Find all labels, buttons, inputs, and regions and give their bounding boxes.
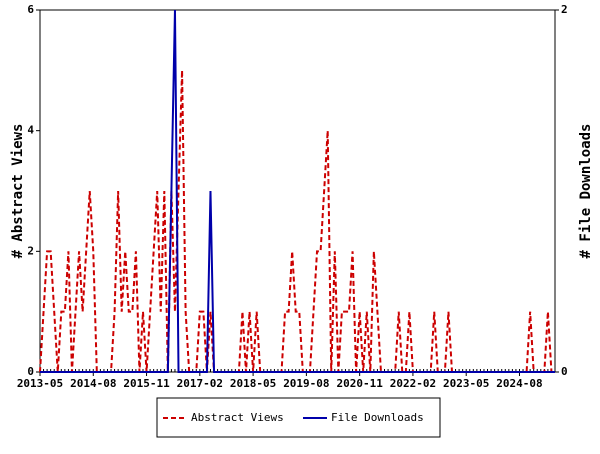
- series-line: [39, 70, 555, 373]
- legend-box: [156, 397, 441, 438]
- x-tick-label: 2024-08: [496, 377, 542, 390]
- x-tick-label: 2015-11: [123, 377, 170, 390]
- y2-tick-label: 2: [561, 3, 568, 16]
- x-tick-label: 2013-05: [17, 377, 63, 390]
- legend-label: Abstract Views: [191, 411, 284, 424]
- x-tick-label: 2019-08: [283, 377, 329, 390]
- x-tick-label: 2014-08: [70, 377, 116, 390]
- y-tick-label: 0: [27, 365, 34, 378]
- series-line: [40, 9, 555, 373]
- y-axis-label: # Abstract Views: [10, 124, 26, 259]
- y-tick-label: 2: [27, 244, 34, 257]
- y2-tick-label: 0: [561, 365, 568, 378]
- y2-axis-label: # File Downloads: [578, 124, 594, 259]
- x-tick-label: 2023-05: [443, 377, 489, 390]
- x-tick-label: 2017-02: [177, 377, 223, 390]
- y-tick-label: 6: [27, 3, 34, 16]
- legend-label: File Downloads: [331, 411, 424, 424]
- x-tick-label: 2018-05: [230, 377, 276, 390]
- x-tick-label: 2020-11: [336, 377, 383, 390]
- x-tick-label: 2022-02: [390, 377, 436, 390]
- y-tick-label: 4: [27, 124, 34, 137]
